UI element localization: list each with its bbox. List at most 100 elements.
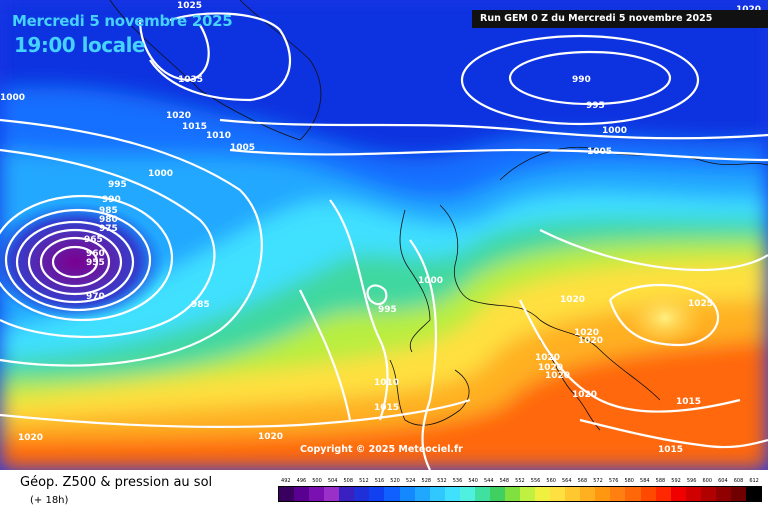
- scale-tick-label: 508: [343, 478, 354, 484]
- isobar-label: 985: [191, 300, 210, 310]
- scale-swatch: [580, 487, 596, 501]
- scale-tick-label: 600: [702, 478, 713, 484]
- scale-tick-label: 612: [749, 478, 759, 484]
- isobar-label: 975: [99, 224, 118, 234]
- scale-tick-label: 548: [499, 478, 510, 484]
- scale-swatch: [565, 487, 581, 501]
- legend-footer: Géop. Z500 & pression au sol (+ 18h) 492…: [0, 470, 768, 512]
- map-title: Géop. Z500 & pression au sol: [20, 475, 213, 490]
- isobar-label: 995: [378, 305, 397, 315]
- isobar-label: 1015: [658, 445, 683, 455]
- scale-swatch: [715, 487, 731, 501]
- isobar-label: 1020: [560, 295, 585, 305]
- scale-swatch: [354, 487, 370, 501]
- scale-swatch: [309, 487, 325, 501]
- isobar-label: 990: [102, 195, 121, 205]
- scale-swatch: [324, 487, 340, 501]
- scale-tick-label: 556: [530, 478, 541, 484]
- scale-swatch: [369, 487, 385, 501]
- isobar-label: 1015: [182, 122, 207, 132]
- scale-swatch: [474, 487, 490, 501]
- scale-tick-label: 560: [546, 478, 556, 484]
- forecast-offset: (+ 18h): [30, 495, 69, 506]
- isobar-label: 1005: [587, 147, 612, 157]
- scale-tick-label: 492: [281, 478, 291, 484]
- isobar-label: 995: [108, 180, 127, 190]
- isobar-label: 1025: [688, 299, 713, 309]
- isobar-label: 1010: [206, 131, 231, 141]
- scale-tick-label: 596: [686, 478, 697, 484]
- scale-tick-label: 608: [733, 478, 744, 484]
- isobar-label: 1000: [602, 126, 627, 136]
- isobar-label: 985: [99, 206, 118, 216]
- isobar-label: 1020: [166, 111, 191, 121]
- scale-swatch: [339, 487, 355, 501]
- copyright-text: Copyright © 2025 Meteociel.fr: [300, 444, 463, 455]
- isobar-label: 1015: [374, 403, 399, 413]
- scale-tick-label: 536: [452, 478, 463, 484]
- scale-swatch: [625, 487, 641, 501]
- scale-swatch: [414, 487, 430, 501]
- isobar-label: 970: [86, 292, 105, 302]
- scale-tick-label: 532: [437, 478, 447, 484]
- scale-swatch: [294, 487, 310, 501]
- isobar-label: 1005: [230, 143, 255, 153]
- scale-swatch: [685, 487, 701, 501]
- scale-tick-label: 572: [593, 478, 603, 484]
- isobar-label: 1020: [578, 336, 603, 346]
- isobar-label: 1035: [178, 75, 203, 85]
- scale-tick-label: 592: [671, 478, 681, 484]
- scale-tick-label: 512: [359, 478, 369, 484]
- scale-swatch: [700, 487, 716, 501]
- scale-swatch: [504, 487, 520, 501]
- scale-swatch: [520, 487, 536, 501]
- geopotential-field: [0, 0, 768, 470]
- map-svg: 1025 1035 1020 1015 1010 1005 1000 995 9…: [0, 0, 768, 470]
- isobars: [0, 12, 768, 470]
- scale-swatch: [279, 487, 295, 501]
- scale-ticks: 492 496 500 504 508 512 516 520 524 528 532 536 540 5…: [278, 478, 762, 484]
- scale-tick-label: 568: [577, 478, 588, 484]
- isobar-labels: 1025 1035 1020 1015 1010 1005 1000 995 9…: [0, 1, 761, 455]
- scale-tick-label: 540: [468, 478, 478, 484]
- forecast-time: 19:00 locale: [14, 33, 146, 57]
- isobar-label: 1000: [0, 93, 25, 103]
- isobar-label: 1025: [177, 1, 202, 11]
- isobar-label: 955: [86, 258, 105, 268]
- color-scale: 492 496 500 504 508 512 516 520 524 528 532 536 540 5…: [278, 478, 762, 502]
- scale-swatch: [610, 487, 626, 501]
- scale-swatch: [535, 487, 551, 501]
- high-pressure-center: [625, 288, 705, 348]
- scale-swatch: [384, 487, 400, 501]
- isobar-label: 965: [84, 235, 103, 245]
- scale-swatch: [640, 487, 656, 501]
- scale-tick-label: 496: [296, 478, 307, 484]
- scale-tick-label: 544: [483, 478, 494, 484]
- isobar-label: 1020: [258, 432, 283, 442]
- isobar-label: 995: [586, 101, 605, 111]
- scale-tick-label: 504: [327, 478, 338, 484]
- scale-tick-label: 576: [608, 478, 619, 484]
- isobar-label: 1020: [574, 328, 599, 338]
- scale-tick-label: 584: [640, 478, 650, 484]
- scale-tick-label: 520: [390, 478, 400, 484]
- isobar-label: 990: [572, 75, 591, 85]
- isobar-label: 1020: [535, 353, 560, 363]
- isobar-label: 1020: [18, 433, 43, 443]
- scale-swatch: [399, 487, 415, 501]
- map-area: 1025 1035 1020 1015 1010 1005 1000 995 9…: [0, 0, 768, 470]
- scale-tick-label: 588: [655, 478, 666, 484]
- isobar-label: 1000: [148, 169, 173, 179]
- scale-tick-label: 604: [718, 478, 728, 484]
- scale-swatch: [459, 487, 475, 501]
- scale-tick-label: 580: [624, 478, 634, 484]
- isobar-label: 1015: [676, 397, 701, 407]
- scale-tick-label: 524: [405, 478, 416, 484]
- isobar-label: 960: [86, 249, 105, 259]
- forecast-date: Mercredi 5 novembre 2025: [12, 12, 233, 30]
- scale-tick-label: 516: [374, 478, 385, 484]
- scale-tick-label: 564: [562, 478, 572, 484]
- isobar-label: 1020: [538, 363, 563, 373]
- scale-swatch: [429, 487, 445, 501]
- scale-swatch: [670, 487, 686, 501]
